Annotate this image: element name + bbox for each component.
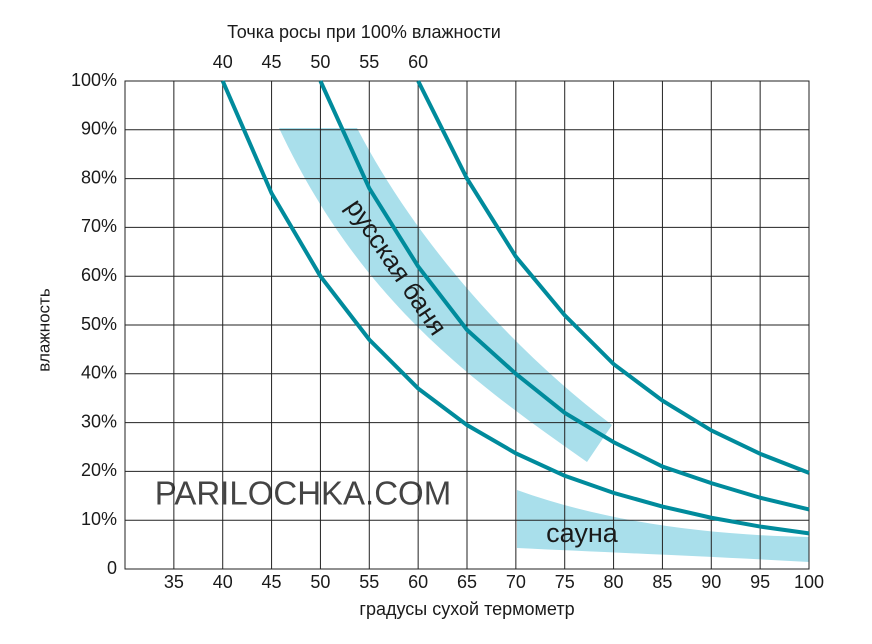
dew-point-curve — [220, 80, 810, 536]
x-tick-label: 95 — [750, 572, 770, 592]
dew-point-curve — [416, 80, 810, 475]
sauna-label: сауна — [546, 518, 619, 548]
x-tick-label: 65 — [457, 572, 477, 592]
x-tick-label: 45 — [262, 572, 282, 592]
x-tick-label: 35 — [164, 572, 184, 592]
y-tick-label: 0 — [107, 558, 117, 578]
x-tick-label: 70 — [506, 572, 526, 592]
top-tick-label: 55 — [359, 52, 379, 72]
x-tick-label: 85 — [652, 572, 672, 592]
y-tick-label: 50% — [81, 314, 117, 334]
x-tick-label: 50 — [310, 572, 330, 592]
top-tick-label: 45 — [262, 52, 282, 72]
y-tick-label: 90% — [81, 119, 117, 139]
top-tick-label: 50 — [310, 52, 330, 72]
y-tick-label: 20% — [81, 460, 117, 480]
x-tick-label: 40 — [213, 572, 233, 592]
x-tick-label: 60 — [408, 572, 428, 592]
x-tick-label: 80 — [604, 572, 624, 592]
x-axis-label: градусы сухой термометр — [359, 599, 574, 619]
y-tick-label: 100% — [71, 70, 117, 90]
y-tick-label: 40% — [81, 363, 117, 383]
top-tick-label: 60 — [408, 52, 428, 72]
y-tick-label: 60% — [81, 265, 117, 285]
x-tick-label: 100 — [794, 572, 824, 592]
top-axis-title: Точка росы при 100% влажности — [227, 22, 501, 42]
y-tick-label: 70% — [81, 216, 117, 236]
y-tick-label: 10% — [81, 509, 117, 529]
dew-point-curve — [318, 80, 810, 512]
watermark: PARILOCHKA.COM — [155, 475, 451, 512]
russian-bath-zone — [279, 128, 612, 462]
sauna-zone — [517, 490, 809, 562]
y-axis-label: влажность — [34, 288, 53, 372]
x-tick-label: 90 — [701, 572, 721, 592]
x-tick-label: 75 — [555, 572, 575, 592]
y-tick-label: 80% — [81, 167, 117, 187]
y-tick-label: 30% — [81, 411, 117, 431]
x-tick-label: 55 — [359, 572, 379, 592]
top-tick-label: 40 — [213, 52, 233, 72]
